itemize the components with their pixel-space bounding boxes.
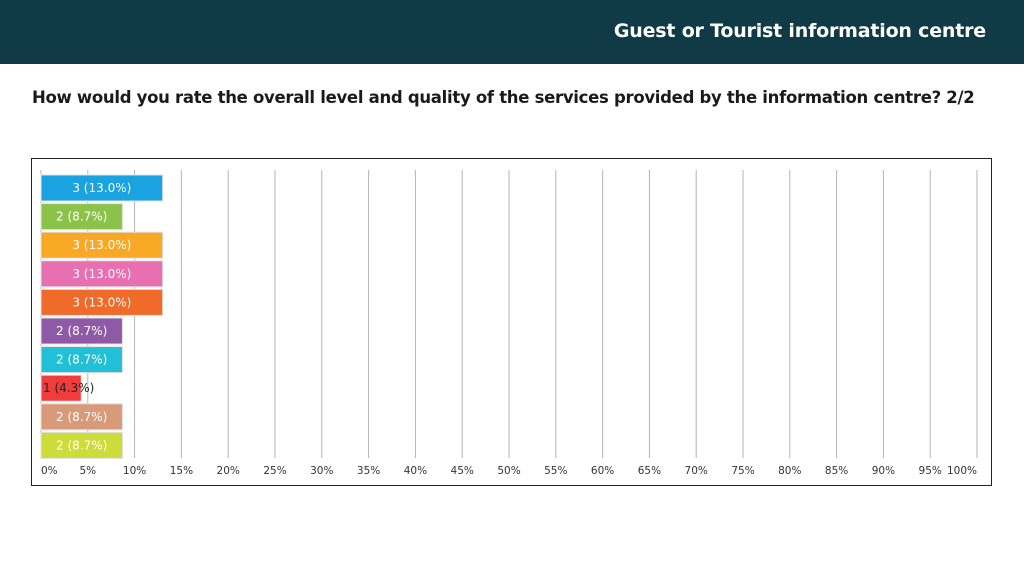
x-tick-label: 95% bbox=[919, 465, 942, 477]
x-tick-label: 20% bbox=[217, 465, 240, 477]
bar-data-label: 2 (8.7%) bbox=[56, 410, 107, 424]
bar-data-label: 2 (8.7%) bbox=[56, 438, 107, 452]
x-tick-label: 55% bbox=[544, 465, 567, 477]
header-bar: Guest or Tourist information centre bbox=[0, 0, 1024, 64]
x-tick-labels: 0% 5% 10% 15% 20% 25% 30% 35% 40% 45% 50% 55% 60% 65%… bbox=[41, 465, 977, 477]
x-tick-label: 25% bbox=[263, 465, 286, 477]
bar-data-label: 3 (13.0%) bbox=[72, 267, 131, 281]
bar-data-label: 3 (13.0%) bbox=[72, 181, 131, 195]
bar bbox=[40, 231, 164, 259]
x-tick-label: 100% bbox=[947, 465, 977, 477]
question-title: How would you rate the overall level and… bbox=[32, 88, 975, 107]
bar-data-label: 2 (8.7%) bbox=[56, 324, 107, 338]
x-tick-label: 45% bbox=[451, 465, 474, 477]
chart-frame bbox=[31, 158, 992, 486]
bar bbox=[40, 174, 164, 202]
x-tick-label: 30% bbox=[310, 465, 333, 477]
x-tick-label: 80% bbox=[778, 465, 801, 477]
x-tick-label: 70% bbox=[685, 465, 708, 477]
bar bbox=[40, 288, 164, 316]
bar-data-label: 2 (8.7%) bbox=[56, 353, 107, 367]
bar bbox=[40, 260, 164, 288]
x-tick-label: 85% bbox=[825, 465, 848, 477]
bar-data-label: 3 (13.0%) bbox=[72, 238, 131, 252]
bar bbox=[40, 431, 123, 459]
bars bbox=[40, 174, 164, 459]
grid-lines bbox=[40, 170, 978, 458]
bar bbox=[40, 403, 123, 431]
bar-labels: 3 (13.0%) 2 (8.7%) 3 (13.0%) 3 (13.0%) 3 (13… bbox=[43, 181, 131, 452]
bar bbox=[40, 317, 123, 345]
x-tick-label: 40% bbox=[404, 465, 427, 477]
bar-data-label: 1 (4.3%) bbox=[43, 381, 94, 395]
x-tick-label: 60% bbox=[591, 465, 614, 477]
bar-data-label: 2 (8.7%) bbox=[56, 210, 107, 224]
x-tick-label: 15% bbox=[170, 465, 193, 477]
x-tick-label: 35% bbox=[357, 465, 380, 477]
bar bbox=[40, 374, 82, 402]
header-title: Guest or Tourist information centre bbox=[613, 20, 986, 42]
x-tick-label: 5% bbox=[79, 465, 96, 477]
x-tick-label: 65% bbox=[638, 465, 661, 477]
bar bbox=[40, 346, 123, 374]
x-tick-label: 90% bbox=[872, 465, 895, 477]
x-tick-label: 50% bbox=[497, 465, 520, 477]
x-tick-label: 0% bbox=[41, 465, 58, 477]
x-tick-label: 10% bbox=[123, 465, 146, 477]
bar-data-label: 3 (13.0%) bbox=[72, 295, 131, 309]
x-tick-label: 75% bbox=[731, 465, 754, 477]
bar bbox=[40, 203, 123, 231]
